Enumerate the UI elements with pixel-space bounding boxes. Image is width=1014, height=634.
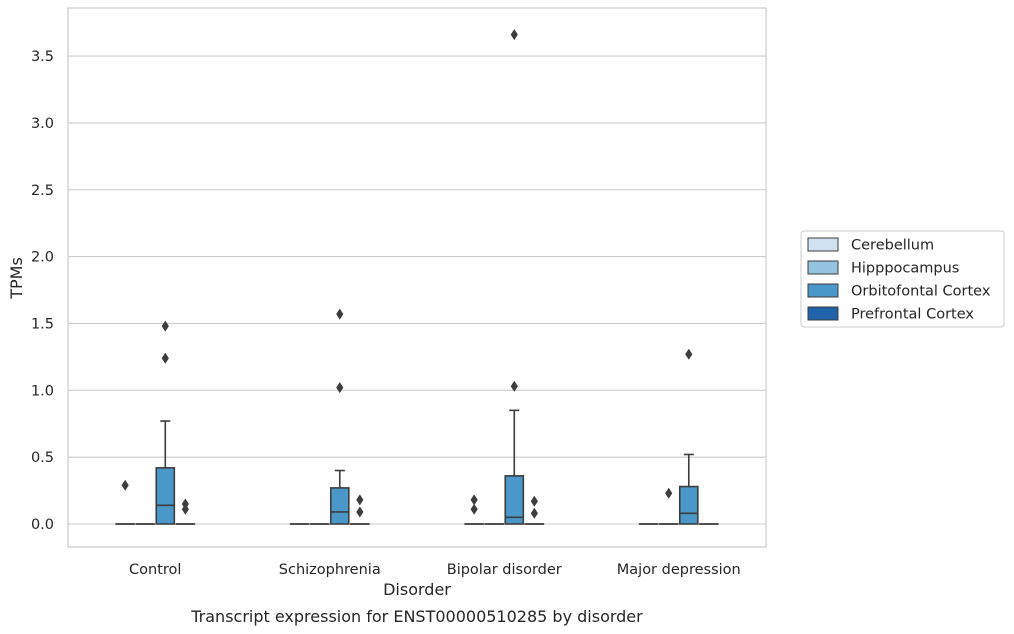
outlier-point	[530, 507, 538, 519]
gridlines	[68, 55, 766, 525]
legend-swatch	[807, 306, 839, 321]
box-2-3	[524, 495, 545, 525]
box-1-3	[350, 494, 370, 525]
outlier-point	[121, 479, 129, 491]
box-2-0	[464, 494, 484, 525]
x-tick-label: Schizophrenia	[279, 562, 381, 578]
box-series	[115, 29, 719, 525]
outlier-point	[685, 348, 693, 360]
plot-frame	[67, 7, 767, 548]
legend-label: Cerebellum	[851, 238, 934, 254]
outlier-point	[161, 320, 169, 332]
outlier-point	[665, 487, 673, 499]
y-tick-label: 2.0	[31, 250, 54, 266]
legend-label: Prefrontal Cortex	[851, 307, 974, 323]
y-tick-label: 3.5	[31, 49, 54, 65]
box-0-0	[115, 479, 135, 525]
outlier-point	[336, 308, 344, 320]
outlier-point	[161, 352, 169, 364]
outlier-point	[510, 380, 518, 392]
legend-swatch	[807, 283, 839, 298]
x-tick-label: Bipolar disorder	[447, 562, 562, 578]
box-body	[678, 485, 699, 525]
legend-frame	[800, 230, 1005, 328]
y-tick-label: 2.5	[31, 183, 54, 199]
outlier-point	[510, 29, 518, 41]
box-0-2	[155, 320, 176, 525]
y-tick-label: 0.5	[31, 450, 54, 466]
box-2-2	[504, 29, 525, 525]
outlier-point	[470, 503, 478, 515]
box-3-1	[658, 487, 679, 525]
outlier-point	[470, 494, 478, 506]
y-tick-label: 1.5	[31, 316, 54, 332]
legend-label: Hipppocampus	[851, 261, 959, 277]
outlier-point	[181, 503, 189, 515]
legend-label: Orbitofontal Cortex	[851, 284, 991, 300]
box-body	[329, 487, 350, 525]
y-tick-labels: 0.0 0.5 1.0 1.5 2.0 2.5 3.0 3.5	[31, 49, 54, 533]
outlier-point	[336, 382, 344, 394]
outlier-point	[356, 506, 364, 518]
y-tick-label: 1.0	[31, 383, 54, 399]
x-tick-label: Control	[129, 562, 181, 578]
y-axis-title: TPMs	[7, 257, 26, 300]
x-axis-title: Disorder	[383, 580, 451, 599]
box-3-2	[678, 348, 699, 525]
y-tick-label: 0.0	[31, 517, 54, 533]
y-tick-label: 3.0	[31, 116, 54, 132]
legend: Cerebellum Hipppocampus Orbitofontal Corte…	[800, 230, 1005, 328]
box-body	[155, 467, 176, 525]
x-tick-label: Major depression	[617, 562, 741, 578]
box-1-2	[329, 308, 350, 525]
figure-caption: Transcript expression for ENST0000051028…	[190, 607, 643, 626]
legend-swatch	[807, 260, 839, 275]
box-0-3	[175, 498, 196, 525]
outlier-point	[356, 494, 364, 506]
legend-swatch	[807, 237, 839, 252]
x-tick-labels: Control Schizophrenia Bipolar disorder Majo…	[129, 562, 741, 578]
outlier-point	[530, 495, 538, 507]
